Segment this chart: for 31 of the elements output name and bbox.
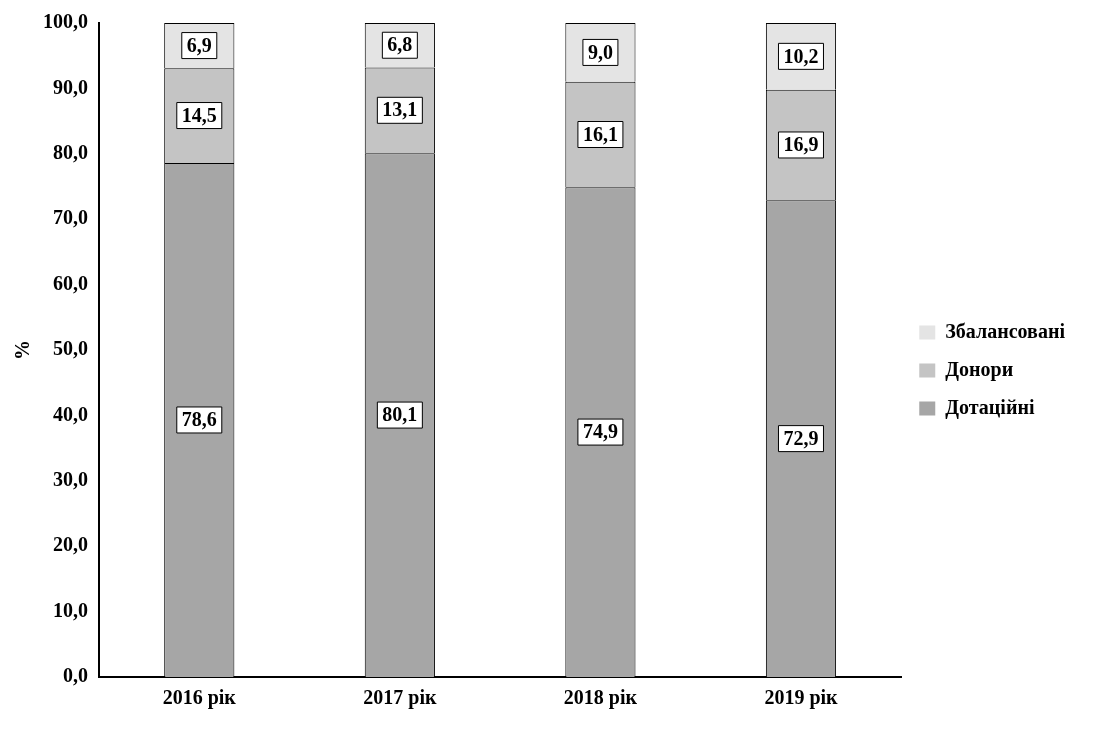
x-tick-label: 2016 рік — [162, 686, 237, 710]
data-label: 80,1 — [382, 403, 418, 426]
data-label: 6,9 — [186, 33, 212, 56]
data-label: 16,1 — [582, 122, 618, 145]
data-label: 14,5 — [181, 103, 217, 126]
y-axis-title: % — [11, 340, 34, 360]
legend-label: Збалансовані — [945, 319, 1066, 342]
y-tick-label: 70,0 — [53, 206, 88, 229]
y-tick-label: 10,0 — [53, 598, 88, 621]
data-label: 10,2 — [783, 44, 819, 67]
data-label: 78,6 — [181, 408, 217, 431]
y-tick-label: 100,0 — [43, 10, 88, 33]
data-label: 9,0 — [587, 40, 613, 63]
y-tick-label: 20,0 — [53, 533, 88, 556]
legend-label: Донори — [945, 357, 1014, 381]
y-tick-label: 60,0 — [53, 271, 88, 294]
data-label: 74,9 — [582, 420, 618, 443]
x-tick-label: 2019 рік — [764, 686, 839, 710]
data-label: 16,9 — [783, 133, 819, 156]
y-tick-label: 0,0 — [63, 664, 88, 687]
y-tick-label: 30,0 — [53, 467, 88, 490]
legend-label: Дотаційні — [945, 395, 1035, 419]
data-label: 13,1 — [382, 98, 418, 121]
y-tick-label: 50,0 — [53, 337, 88, 360]
data-label: 72,9 — [783, 426, 819, 449]
y-tick-label: 40,0 — [53, 402, 88, 425]
data-label: 6,8 — [387, 33, 413, 56]
x-tick-label: 2018 рік — [563, 686, 638, 710]
y-tick-label: 90,0 — [53, 75, 88, 98]
y-tick-label: 80,0 — [53, 140, 88, 163]
x-tick-label: 2017 рік — [363, 686, 437, 710]
